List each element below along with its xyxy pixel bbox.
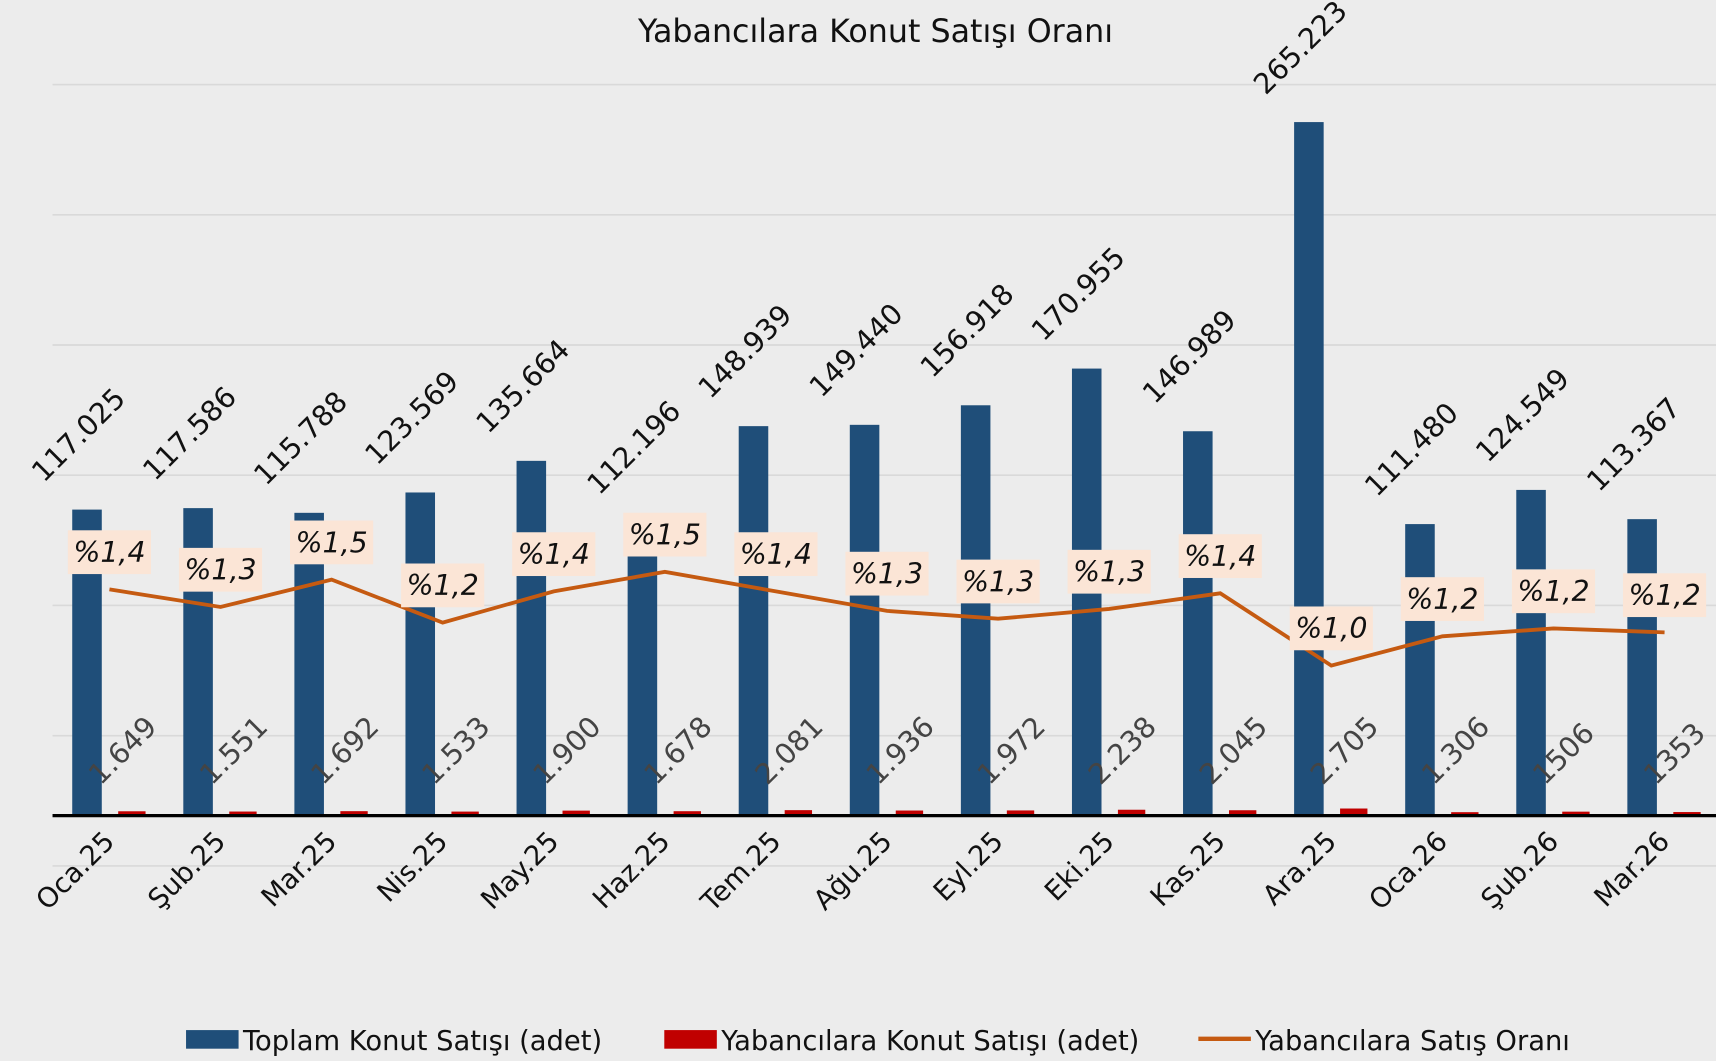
data-label: %1,3 — [1073, 556, 1145, 589]
bar — [118, 811, 146, 816]
legend-label: Yabancılara Konut Satışı (adet) — [720, 1026, 1139, 1057]
data-label: %1,2 — [407, 569, 479, 602]
bar — [451, 811, 479, 816]
bar — [738, 426, 769, 816]
data-label: %1,5 — [629, 518, 701, 551]
chart-title: Yabancılara Konut Satışı Oranı — [637, 14, 1113, 50]
bar — [229, 811, 257, 816]
legend-label: Yabancılara Satış Oranı — [1254, 1026, 1570, 1057]
data-label-box — [956, 559, 1040, 604]
data-label: %1,4 — [1184, 540, 1256, 573]
data-label: %1,5 — [295, 526, 367, 559]
bar — [1405, 524, 1435, 816]
data-label-box — [623, 512, 707, 557]
data-label: %1,4 — [518, 538, 590, 571]
gridlines — [52, 83, 1716, 867]
bar — [1183, 431, 1213, 816]
bar — [1451, 812, 1479, 816]
bar — [627, 522, 658, 816]
bar — [1673, 812, 1701, 816]
bar — [1562, 811, 1590, 816]
data-label-box — [178, 547, 263, 592]
bar — [1516, 489, 1546, 816]
bar — [516, 460, 547, 816]
bar — [1294, 122, 1324, 816]
legend-label: Toplam Konut Satışı (adet) — [242, 1026, 602, 1057]
data-label-box — [734, 532, 818, 577]
bar — [849, 424, 880, 816]
bar — [405, 492, 436, 816]
data-label-box — [512, 532, 596, 577]
bar — [1117, 809, 1146, 816]
data-label: %1,2 — [1406, 583, 1478, 616]
bar — [1228, 810, 1257, 816]
bar — [673, 811, 701, 816]
data-label-box — [1067, 549, 1151, 594]
data-label-box — [1622, 573, 1707, 618]
bar — [895, 810, 924, 816]
data-label: %1,3 — [851, 558, 923, 591]
data-label: %1,3 — [184, 554, 256, 587]
data-label: %1,0 — [1295, 612, 1367, 645]
data-label-box — [1289, 606, 1373, 651]
bar — [1006, 810, 1035, 816]
data-label: %1,4 — [740, 538, 812, 571]
data-label-box — [67, 530, 152, 575]
data-label-box — [845, 551, 929, 596]
data-label-box — [1400, 577, 1484, 621]
legend-swatch — [186, 1030, 239, 1049]
legend-swatch — [664, 1030, 717, 1049]
bar — [340, 811, 368, 816]
bar — [1627, 519, 1657, 816]
line — [109, 569, 1665, 668]
bar — [562, 810, 590, 816]
data-label: %1,3 — [962, 565, 1034, 598]
data-label-box — [290, 520, 374, 565]
data-label-box — [401, 563, 485, 608]
data-label: %1,4 — [73, 536, 145, 569]
data-label-box — [1178, 534, 1262, 578]
data-label: %1,2 — [1517, 575, 1589, 608]
bar — [1340, 808, 1368, 816]
data-label-box — [1511, 569, 1596, 614]
data-label: %1,2 — [1628, 579, 1700, 612]
bar — [960, 405, 991, 816]
bar — [784, 810, 813, 816]
